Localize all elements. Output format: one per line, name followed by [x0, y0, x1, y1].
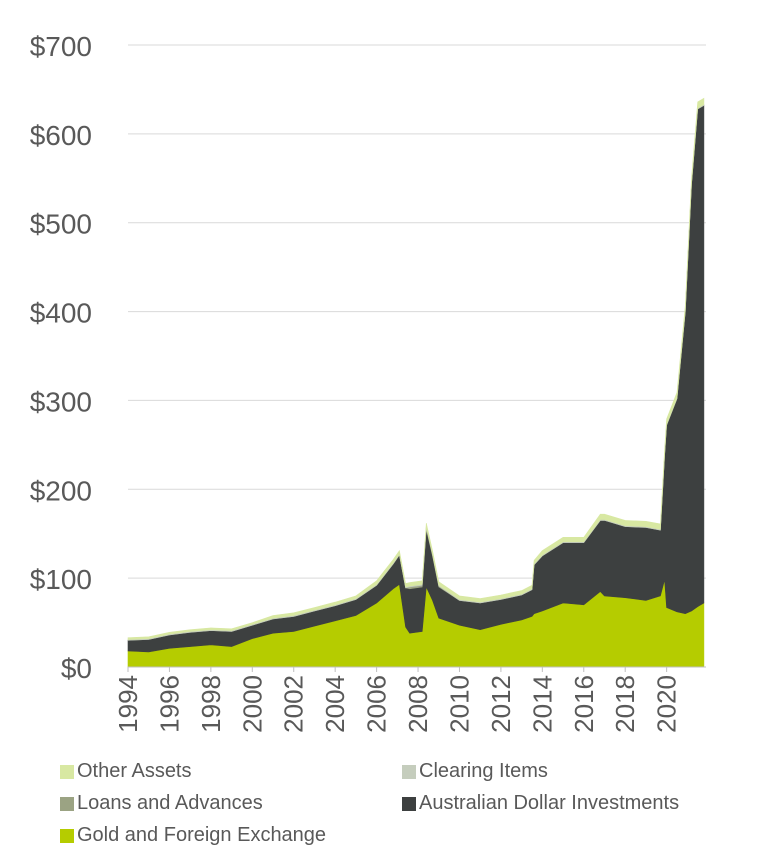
y-tick-label: $700 [30, 31, 92, 62]
legend-item-gold-and-foreign-exchange: Gold and Foreign Exchange [60, 824, 326, 847]
stacked-areas [127, 97, 706, 668]
legend-label: Other Assets [77, 760, 192, 782]
y-tick-label: $0 [61, 653, 92, 684]
legend-label: Gold and Foreign Exchange [77, 824, 327, 846]
x-tick-label: 2014 [527, 675, 557, 733]
area-other-assets [127, 97, 705, 640]
y-tick-label: $100 [30, 564, 92, 595]
x-tick-label: 2020 [652, 675, 682, 733]
x-tick-label: 2010 [444, 675, 474, 733]
legend-swatch [402, 796, 416, 811]
x-tick-label: 2000 [237, 675, 267, 733]
legend-swatch [60, 828, 74, 843]
x-axis-ticks: 1994 1996 1998 2000 2002 2004 2006 2008 2010 2012… [113, 667, 682, 733]
area-australian-dollar-investments [127, 104, 705, 653]
chart-area: $0$100$200$300$400$500$600$700 1994 1996 1… [30, 31, 706, 733]
legend-item-other-assets: Other Assets [60, 760, 192, 783]
y-tick-label: $300 [30, 386, 92, 417]
x-tick-label: 2018 [610, 675, 640, 733]
x-tick-label: 1996 [154, 675, 184, 733]
legend-label: Loans and Advances [77, 792, 263, 814]
x-tick-label: 2004 [320, 675, 350, 733]
x-tick-label: 1994 [113, 675, 143, 733]
y-tick-label: $400 [30, 298, 92, 329]
legend-label: Australian Dollar Investments [419, 792, 680, 814]
x-tick-label: 1998 [196, 675, 226, 733]
y-tick-label: $600 [30, 120, 92, 151]
legend-item-loans-and-advances: Loans and Advances [60, 792, 263, 815]
x-tick-label: 2002 [279, 675, 309, 733]
x-tick-label: 2012 [486, 675, 516, 733]
legend-label: Clearing Items [419, 760, 548, 782]
legend-item-australian-dollar-investments: Australian Dollar Investments [402, 792, 679, 815]
y-axis-ticks: $0 $100 $200 $300 $400 $500 $600 $700 [30, 31, 92, 684]
y-tick-label: $500 [30, 209, 92, 240]
legend-swatch [60, 796, 74, 811]
y-tick-label: $200 [30, 475, 92, 506]
gridlines [128, 44, 706, 579]
x-tick-label: 2006 [362, 675, 392, 733]
x-tick-label: 2008 [403, 675, 433, 733]
x-tick-label: 2016 [569, 675, 599, 733]
legend-swatch [60, 764, 74, 779]
legend-item-clearing-items: Clearing Items [402, 760, 548, 783]
legend-swatch [402, 764, 416, 779]
